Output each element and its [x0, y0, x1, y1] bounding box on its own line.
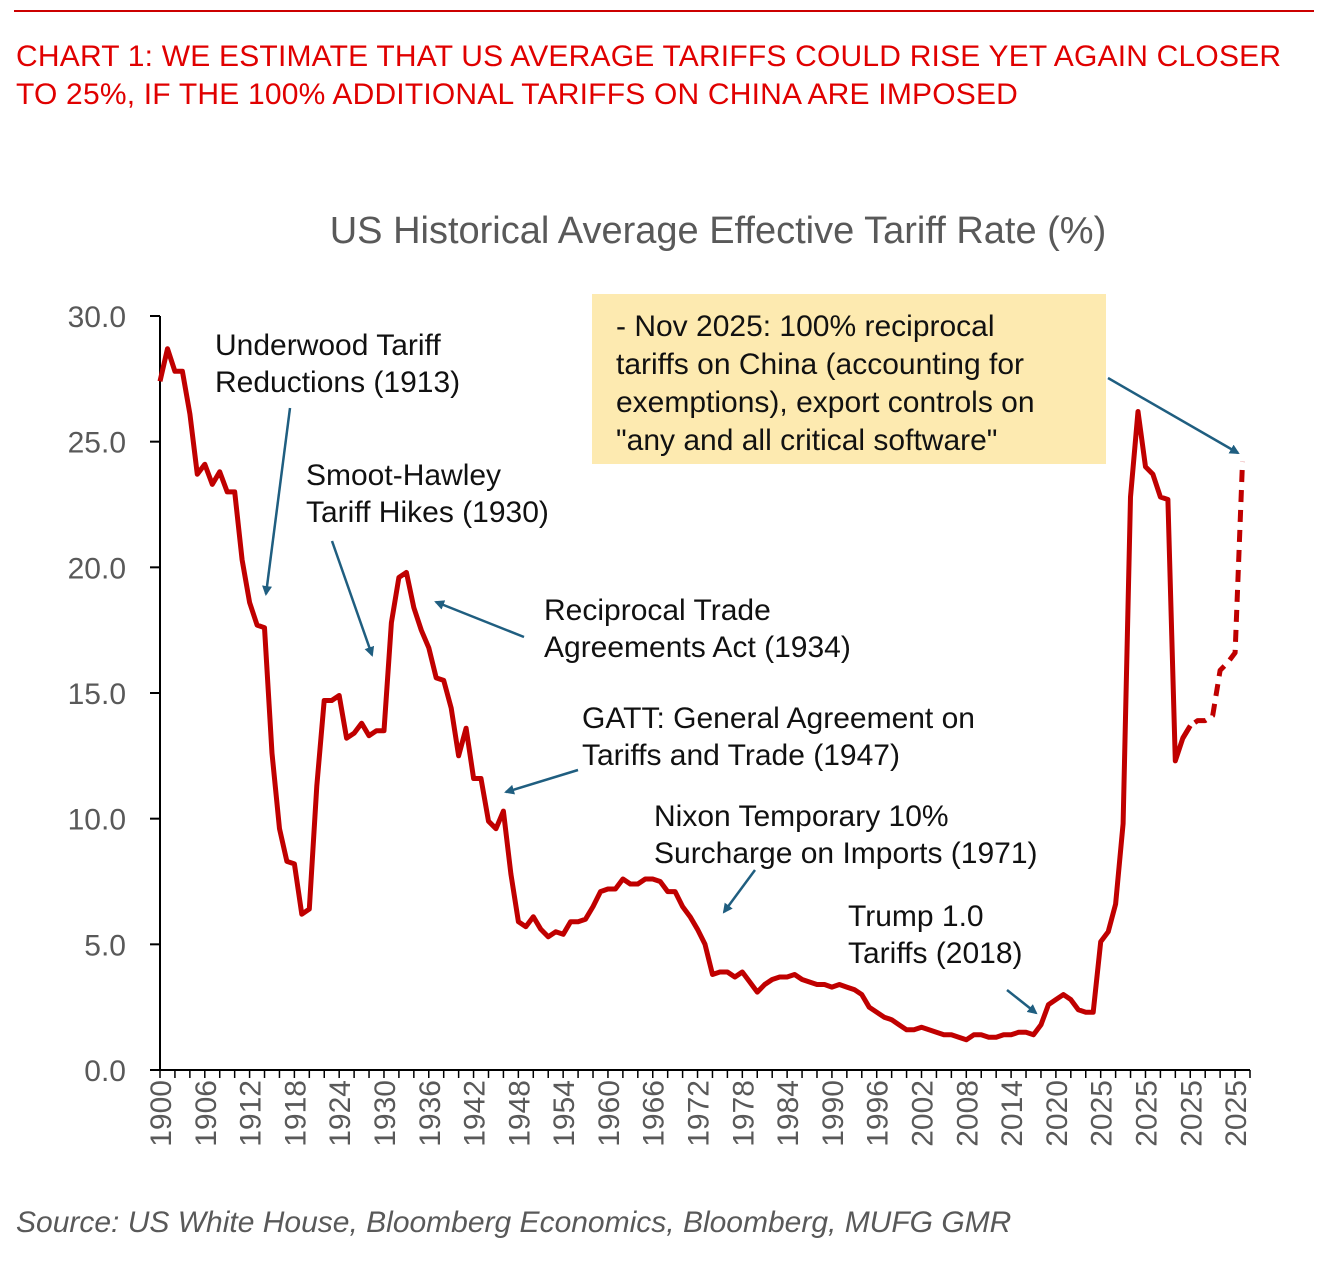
- smoot-hawley-arrow: [330, 540, 375, 657]
- x-tick-label: 2014: [996, 1080, 1029, 1147]
- nov-2025-arrow: [1107, 376, 1240, 455]
- x-axis: 1900 1906 1912 1918 1924 1930 1936 1942 1948 1954…: [145, 1069, 1253, 1147]
- x-tick-label: 1984: [772, 1080, 805, 1147]
- x-tick-label: 2025: [1130, 1080, 1163, 1147]
- x-tick-label: 1906: [190, 1080, 223, 1147]
- reciprocal-trade-arrow: [434, 600, 525, 639]
- nixon-arrow: [722, 869, 757, 914]
- x-tick-label: 1990: [817, 1080, 850, 1147]
- x-tick-label: 2020: [1041, 1080, 1074, 1147]
- underwood-arrow: [262, 407, 292, 596]
- annotation-smoot-hawley: Smoot-Hawley Tariff Hikes (1930): [306, 459, 549, 529]
- y-tick-label: 10.0: [68, 804, 126, 837]
- x-tick-label: 1996: [862, 1080, 895, 1147]
- annotation-arrows: [262, 376, 1240, 1015]
- y-axis: 0.0 5.0 10.0 15.0 20.0 25.0 30.0: [68, 301, 161, 1088]
- x-tick-label: 1942: [459, 1080, 492, 1147]
- x-tick-label: 1972: [683, 1080, 716, 1147]
- annotation-nixon: Nixon Temporary 10% Surcharge on Imports…: [654, 800, 1038, 870]
- x-tick-label: 1918: [279, 1080, 312, 1147]
- x-tick-label: 2002: [907, 1080, 940, 1147]
- x-tick-label: 1978: [727, 1080, 760, 1147]
- y-tick-label: 25.0: [68, 427, 126, 460]
- gatt-arrow: [504, 768, 579, 795]
- x-tick-label: 1900: [145, 1080, 178, 1147]
- series-layer: [157, 346, 1245, 1043]
- x-tick-label: 1936: [414, 1080, 447, 1147]
- top-rule: [14, 10, 1314, 12]
- x-tick-label: 2008: [951, 1080, 984, 1147]
- y-tick-label: 5.0: [84, 929, 126, 962]
- y-tick-label: 30.0: [68, 301, 126, 334]
- x-tick-label: 1930: [369, 1080, 402, 1147]
- y-tick-label: 20.0: [68, 552, 126, 585]
- x-tick-label: 2025: [1220, 1080, 1253, 1147]
- annotation-reciprocal-trade: Reciprocal Trade Agreements Act (1934): [544, 594, 851, 664]
- nov-2025-callout-box: [592, 294, 1106, 464]
- x-tick-label: 1960: [593, 1080, 626, 1147]
- tariff-rate-series-line: [157, 346, 1193, 1043]
- x-tick-label: 1948: [503, 1080, 536, 1147]
- annotation-underwood: Underwood Tariff Reductions (1913): [215, 329, 461, 399]
- x-tick-label: 1966: [638, 1080, 671, 1147]
- annotation-gatt: GATT: General Agreement on Tariffs and T…: [582, 702, 975, 772]
- y-tick-label: 0.0: [84, 1055, 126, 1088]
- x-tick-label: 2025: [1175, 1080, 1208, 1147]
- x-tick-label: 1924: [324, 1080, 357, 1147]
- y-tick-label: 15.0: [68, 678, 126, 711]
- x-tick-label: 1954: [548, 1080, 581, 1147]
- trump-arrow: [1006, 989, 1038, 1015]
- x-tick-label: 2025: [1086, 1080, 1119, 1147]
- x-tick-label: 1912: [235, 1080, 268, 1147]
- projection-series-line: [1180, 461, 1245, 740]
- source-note: Source: US White House, Bloomberg Econom…: [16, 1206, 1012, 1239]
- chart-title: US Historical Average Effective Tariff R…: [329, 210, 1107, 252]
- chart-header-title: CHART 1: WE ESTIMATE THAT US AVERAGE TAR…: [16, 40, 1282, 111]
- nov-2025-callout-text: - Nov 2025: 100% reciprocal tariffs on C…: [616, 310, 1035, 457]
- annotation-trump: Trump 1.0 Tariffs (2018): [848, 900, 1023, 970]
